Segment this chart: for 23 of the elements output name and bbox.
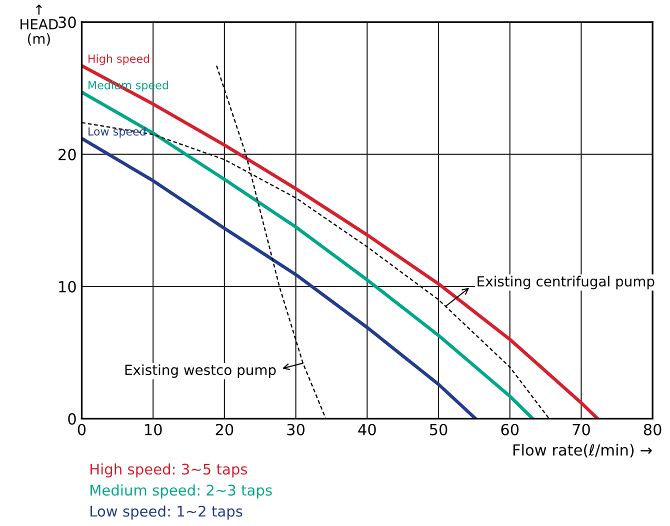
x-tick-label: 80 xyxy=(644,424,662,436)
x-tick-label: 50 xyxy=(430,424,448,436)
x-tick-label: 40 xyxy=(358,424,376,436)
x-axis-title: Flow rate(ℓ/min) → xyxy=(513,444,652,458)
x-tick-label: 20 xyxy=(216,424,234,436)
text: High speed: 3~5 taps xyxy=(90,463,248,478)
y-tick-label: 20 xyxy=(58,148,76,160)
line-series xyxy=(82,136,478,419)
x-tick-label: 0 xyxy=(78,424,86,436)
series-label: High speed xyxy=(88,54,150,66)
x-tick-label: 60 xyxy=(501,424,519,436)
x-tick-label: 70 xyxy=(572,424,590,436)
text: Medium speed: 2~3 taps xyxy=(90,484,272,499)
annotation: Existing westco pump xyxy=(125,364,276,378)
x-tick-label: 30 xyxy=(287,424,305,436)
y-tick-label: 10 xyxy=(59,280,76,293)
text: Low speed: 1~2 taps xyxy=(90,505,242,520)
y-axis-title: ↑ HEAD (m) xyxy=(20,4,58,46)
y-tick-label: 30 xyxy=(58,16,76,28)
series-label: Low speed xyxy=(88,127,146,138)
annotation: Existing centrifugal pump xyxy=(478,276,654,290)
y-tick-label: 0 xyxy=(68,413,76,425)
x-tick-label: 10 xyxy=(145,424,162,436)
